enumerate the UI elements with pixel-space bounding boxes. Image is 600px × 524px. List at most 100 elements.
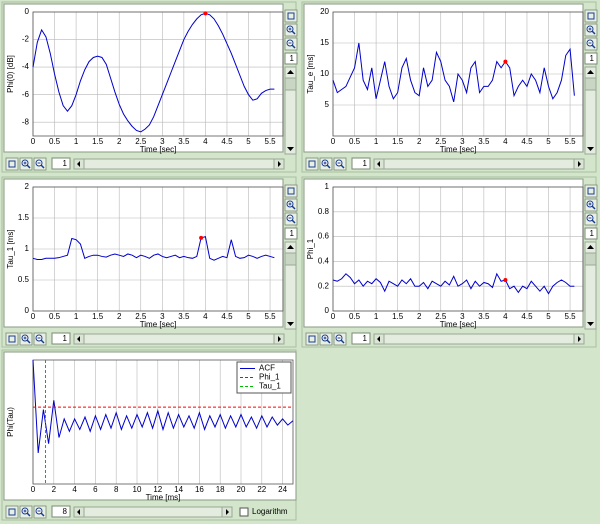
scrollbar[interactable] bbox=[584, 66, 597, 155]
plot-background bbox=[3, 3, 284, 153]
x-tick-label: 2.5 bbox=[435, 312, 447, 321]
button-icon bbox=[287, 187, 295, 195]
button-icon bbox=[8, 508, 16, 516]
x-tick-label: 1 bbox=[374, 137, 379, 146]
plot-frame bbox=[332, 186, 584, 312]
scroll-thumb[interactable] bbox=[284, 252, 297, 266]
x-tick-label: 10 bbox=[133, 485, 142, 494]
toolbar-button[interactable] bbox=[284, 212, 298, 226]
input-field[interactable] bbox=[51, 332, 71, 345]
toolbar-button[interactable] bbox=[584, 37, 598, 51]
toolbar-button[interactable] bbox=[33, 505, 47, 519]
toolbar-button[interactable] bbox=[584, 212, 598, 226]
scrollbar[interactable] bbox=[373, 158, 585, 170]
toolbar-button[interactable] bbox=[319, 332, 333, 346]
plot-frame bbox=[32, 11, 284, 137]
y-tick-label: 2 bbox=[25, 182, 30, 191]
x-tick-label: 0 bbox=[331, 137, 336, 146]
input-value: 8 bbox=[63, 507, 68, 516]
x-tick-label: 2 bbox=[52, 485, 57, 494]
input-value: 1 bbox=[63, 159, 68, 168]
scroll-thumb[interactable] bbox=[584, 252, 597, 266]
data-line bbox=[32, 12, 275, 133]
scrollbar[interactable] bbox=[73, 333, 285, 345]
y-axis-label: Phi(0) [dB] bbox=[6, 55, 15, 93]
toolbar-button[interactable] bbox=[584, 23, 598, 37]
y-tick-label: 5 bbox=[325, 100, 330, 109]
toolbar-button[interactable] bbox=[5, 332, 19, 346]
scrollbar[interactable] bbox=[284, 66, 297, 155]
toolbar-button[interactable] bbox=[584, 184, 598, 198]
toolbar-button[interactable] bbox=[284, 37, 298, 51]
toolbar-button[interactable] bbox=[319, 157, 333, 171]
scrollbar[interactable] bbox=[584, 241, 597, 330]
scroll-thumb[interactable] bbox=[584, 77, 597, 91]
x-tick-label: 4.5 bbox=[221, 137, 233, 146]
toolbar-button[interactable] bbox=[5, 505, 19, 519]
toolbar-button[interactable] bbox=[284, 198, 298, 212]
scrollbar[interactable] bbox=[373, 333, 585, 345]
toolbar-button[interactable] bbox=[333, 157, 347, 171]
toolbar-button[interactable] bbox=[305, 332, 319, 346]
toolbar-button[interactable] bbox=[584, 198, 598, 212]
x-tick-label: 5.5 bbox=[265, 312, 277, 321]
toolbar-button[interactable] bbox=[5, 157, 19, 171]
toolbar-button[interactable] bbox=[33, 332, 47, 346]
x-tick-label: 1 bbox=[374, 312, 379, 321]
x-tick-label: 4.5 bbox=[221, 312, 233, 321]
button-face bbox=[284, 9, 298, 23]
toolbar-button[interactable] bbox=[284, 184, 298, 198]
toolbar-button[interactable] bbox=[333, 332, 347, 346]
x-tick-label: 5 bbox=[546, 137, 551, 146]
x-tick-label: 2.5 bbox=[435, 137, 447, 146]
toolbar-button[interactable] bbox=[284, 9, 298, 23]
input-value: 1 bbox=[363, 159, 368, 168]
y-tick-label: -2 bbox=[22, 35, 30, 44]
x-tick-label: 4 bbox=[503, 137, 508, 146]
input-field[interactable] bbox=[284, 227, 298, 240]
x-tick-label: 5 bbox=[546, 312, 551, 321]
button-icon bbox=[40, 164, 45, 169]
input-field[interactable] bbox=[51, 505, 71, 518]
scrollbar[interactable] bbox=[73, 506, 233, 518]
toolbar-button[interactable] bbox=[284, 23, 298, 37]
checkbox[interactable] bbox=[239, 507, 249, 517]
scroll-thumb[interactable] bbox=[284, 77, 297, 91]
scrollbar[interactable] bbox=[73, 158, 285, 170]
input-field[interactable] bbox=[584, 52, 598, 65]
input-value: 1 bbox=[290, 54, 295, 63]
x-tick-label: 1 bbox=[74, 312, 79, 321]
input-field[interactable] bbox=[51, 157, 71, 170]
y-tick-label: 0.4 bbox=[318, 257, 330, 266]
x-tick-label: 6 bbox=[93, 485, 98, 494]
toolbar-button[interactable] bbox=[19, 505, 33, 519]
toolbar-button[interactable] bbox=[19, 332, 33, 346]
x-tick-label: 3.5 bbox=[178, 137, 190, 146]
scrollbar[interactable] bbox=[284, 241, 297, 330]
input-field[interactable] bbox=[351, 332, 371, 345]
x-tick-label: 3.5 bbox=[478, 137, 490, 146]
x-tick-label: 5.5 bbox=[265, 137, 277, 146]
x-tick-label: 0 bbox=[31, 485, 36, 494]
x-tick-label: 14 bbox=[174, 485, 183, 494]
toolbar-button[interactable] bbox=[305, 157, 319, 171]
input-field[interactable] bbox=[351, 157, 371, 170]
x-tick-label: 8 bbox=[114, 485, 119, 494]
x-axis-label: Time [sec] bbox=[140, 145, 177, 154]
button-icon bbox=[8, 160, 16, 168]
input-field[interactable] bbox=[284, 52, 298, 65]
input-field[interactable] bbox=[584, 227, 598, 240]
toolbar-button[interactable] bbox=[19, 157, 33, 171]
button-icon bbox=[591, 44, 596, 49]
x-tick-label: 4 bbox=[203, 312, 208, 321]
y-tick-label: 0 bbox=[25, 306, 30, 315]
x-tick-label: 1.5 bbox=[92, 137, 104, 146]
toolbar-button[interactable] bbox=[33, 157, 47, 171]
button-icon bbox=[326, 164, 331, 169]
highlight-point bbox=[203, 11, 208, 16]
y-tick-label: 15 bbox=[320, 38, 329, 47]
toolbar-button[interactable] bbox=[584, 9, 598, 23]
x-tick-label: 4 bbox=[203, 137, 208, 146]
